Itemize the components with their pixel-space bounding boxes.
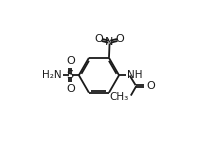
- Text: O: O: [116, 34, 124, 44]
- Text: S: S: [67, 70, 74, 80]
- Text: O: O: [95, 34, 104, 44]
- Text: H₂N: H₂N: [42, 70, 61, 80]
- Text: NH: NH: [127, 70, 142, 80]
- Text: O: O: [66, 84, 75, 94]
- Text: O: O: [66, 56, 75, 66]
- Text: N: N: [105, 37, 114, 47]
- Text: O: O: [146, 81, 155, 91]
- Text: CH₃: CH₃: [109, 92, 128, 102]
